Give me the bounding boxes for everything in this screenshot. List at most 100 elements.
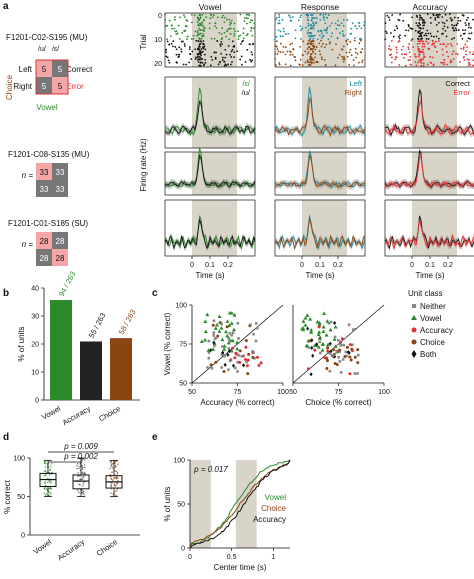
point-both [223, 362, 227, 367]
box-point [82, 493, 85, 495]
point-neither [328, 352, 332, 355]
spike-dot [418, 53, 421, 56]
spike-dot [465, 24, 467, 26]
spike-dot [166, 40, 169, 43]
box-point [46, 481, 49, 484]
point-vowel [305, 313, 310, 317]
box-point [76, 465, 78, 467]
spike-dot [168, 19, 171, 22]
spike-dot [411, 16, 413, 19]
spike-dot [346, 19, 349, 21]
spike-dot [419, 27, 422, 29]
spike-dot [166, 56, 169, 59]
spike-dot [407, 46, 410, 49]
spike-dot [453, 16, 456, 19]
spike-dot [389, 48, 392, 51]
spike-dot [283, 30, 285, 33]
spike-dot [229, 23, 232, 26]
choice-axis-label: Choice [5, 75, 14, 100]
spike-dot [224, 63, 227, 66]
box-point [81, 478, 84, 481]
spike-dot [363, 24, 365, 27]
psth-band [275, 216, 365, 252]
spike-dot [304, 61, 307, 64]
point-neither [213, 344, 216, 348]
spike-dot [306, 16, 309, 19]
spike-dot [349, 33, 352, 36]
spike-dot [284, 46, 287, 49]
psth-line [164, 219, 256, 250]
spike-dot [230, 19, 233, 22]
spike-dot [342, 45, 345, 48]
spike-dot [199, 33, 201, 36]
spike-dot [425, 34, 428, 37]
spike-dot [302, 54, 304, 56]
spike-dot [309, 27, 312, 30]
panel-label-d: d [3, 432, 9, 443]
spike-dot [198, 58, 200, 60]
spike-dot [432, 35, 435, 38]
spike-dot [455, 29, 458, 31]
psth-band [275, 152, 365, 191]
box-point [45, 488, 48, 490]
spike-dot [465, 53, 467, 56]
box-point [79, 465, 81, 468]
spike-dot [438, 40, 440, 42]
spike-dot [328, 42, 331, 45]
point-accuracy [340, 337, 344, 341]
box-point [116, 473, 119, 475]
spike-dot [313, 45, 316, 48]
legend-marker-choice [411, 339, 417, 345]
spike-dot [242, 37, 245, 40]
point-neither [213, 337, 217, 341]
spike-dot [204, 59, 207, 61]
col-label-e: /ɛ/ [52, 46, 59, 53]
spike-dot [409, 63, 412, 66]
spike-dot [284, 53, 287, 56]
spike-dot [398, 64, 401, 66]
spike-dot [450, 45, 453, 47]
spike-dot [465, 50, 467, 53]
spike-dot [178, 46, 181, 49]
x-tick-label: 0 [410, 262, 414, 269]
side-label-error: Error [66, 82, 84, 91]
spike-dot [341, 55, 343, 58]
spike-dot [209, 13, 212, 16]
psth-band [385, 87, 474, 139]
legend-vowel-u: /u/ [242, 88, 251, 97]
spike-dot [230, 50, 233, 53]
spike-dot [250, 27, 253, 29]
legend-c-title: Unit class [408, 289, 443, 298]
spike-dot [397, 40, 400, 43]
spike-dot [427, 47, 430, 50]
spike-dot [176, 61, 178, 64]
spike-dot [229, 27, 232, 30]
point-neither [347, 323, 351, 327]
x-axis-label: Time (s) [195, 271, 224, 280]
point-neither [329, 320, 333, 324]
spike-dot [170, 24, 173, 27]
grid1-value: 5 [42, 82, 47, 91]
bar-data-label: 94 / 263 [57, 270, 78, 298]
grid2-cell [36, 180, 52, 197]
box-point [78, 467, 80, 470]
spike-dot [231, 48, 234, 51]
psth-band [385, 148, 474, 191]
spike-dot [387, 16, 390, 19]
spike-dot [417, 30, 420, 33]
box-point [48, 479, 51, 482]
point-vowel [309, 330, 314, 334]
point-choice [251, 356, 255, 360]
point-vowel [333, 344, 338, 349]
spike-dot [442, 63, 445, 66]
spike-dot [415, 64, 418, 67]
spike-dot [178, 16, 181, 19]
spike-dot [321, 32, 323, 35]
spike-dot [466, 46, 468, 49]
spike-dot [245, 17, 248, 20]
spike-dot [422, 64, 425, 67]
spike-dot [467, 22, 470, 25]
spike-dot [467, 61, 470, 64]
point-vowel [322, 311, 327, 315]
spike-dot [227, 44, 230, 47]
